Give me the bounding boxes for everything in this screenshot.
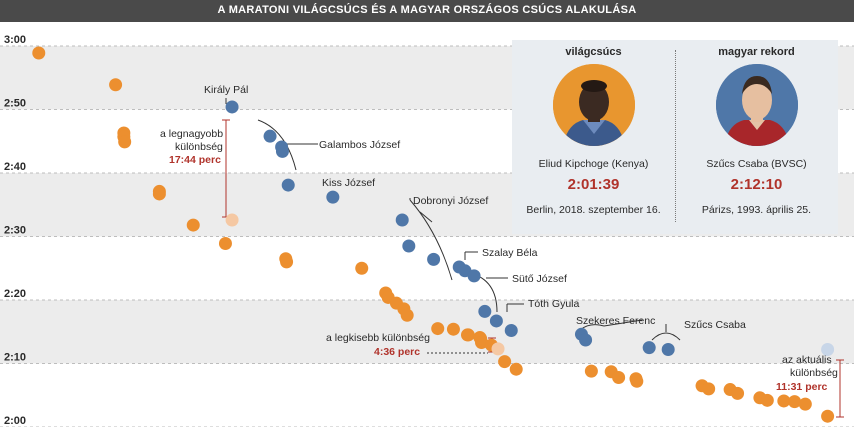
world-record-point bbox=[788, 395, 802, 409]
current-value: 11:31 perc bbox=[776, 381, 828, 393]
world-record-place: Berlin, 2018. szeptember 16. bbox=[526, 204, 661, 216]
label-dobronyi: Dobronyi József bbox=[413, 195, 488, 207]
chart-title: A MARATONI VILÁGCSÚCS ÉS A MAGYAR ORSZÁG… bbox=[217, 4, 637, 16]
highlight-point bbox=[821, 343, 835, 357]
smallest-value: 4:36 perc bbox=[374, 346, 420, 358]
y-tick-label: 2:50 bbox=[4, 98, 26, 110]
world-record-point bbox=[218, 236, 232, 250]
highlight-point bbox=[225, 213, 239, 227]
world-record-title: világcsúcs bbox=[565, 46, 622, 58]
hungarian-record-point bbox=[427, 252, 441, 266]
world-record-point bbox=[32, 46, 46, 60]
current-text-1: az aktuális bbox=[782, 354, 832, 366]
world-record-point bbox=[821, 409, 835, 423]
world-record-point bbox=[118, 135, 132, 149]
largest-text-1: a legnagyobb bbox=[160, 128, 223, 140]
y-tick-label: 2:20 bbox=[4, 288, 26, 300]
current-text-2: különbség bbox=[790, 367, 838, 379]
hungarian-record-point bbox=[489, 314, 503, 328]
hungarian-record-point bbox=[263, 129, 277, 143]
hungarian-record-point bbox=[225, 100, 239, 114]
hungarian-record-point bbox=[579, 333, 593, 347]
y-tick-label: 2:30 bbox=[4, 225, 26, 237]
label-galambos: Galambos József bbox=[319, 139, 400, 151]
record-cards: világcsúcs Eliud Kipchoge (Kenya) 2:01:3… bbox=[512, 40, 838, 234]
y-tick-label: 3:00 bbox=[4, 34, 26, 46]
smallest-text: a legkisebb különbség bbox=[326, 332, 430, 344]
kipchoge-avatar-icon bbox=[553, 64, 635, 146]
world-record-point bbox=[355, 261, 369, 275]
card-divider bbox=[675, 50, 676, 222]
data-points bbox=[32, 46, 835, 423]
y-axis-ticks: 3:00 2:50 2:40 2:30 2:20 2:10 2:00 bbox=[4, 34, 26, 427]
szucs-avatar-icon bbox=[716, 64, 798, 146]
hungarian-record-point bbox=[467, 269, 481, 283]
hungarian-record-place: Párizs, 1993. április 25. bbox=[701, 204, 812, 216]
world-record-point bbox=[280, 255, 294, 269]
y-tick-label: 2:10 bbox=[4, 352, 26, 364]
world-record-point bbox=[400, 308, 414, 322]
hungarian-record-point bbox=[275, 144, 289, 158]
hungarian-record-point bbox=[478, 304, 492, 318]
hungarian-record-card: magyar rekord Szűcs Csaba (BVSC) 2:12:10… bbox=[675, 40, 838, 234]
world-record-point bbox=[475, 336, 489, 350]
hungarian-record-time: 2:12:10 bbox=[730, 176, 783, 193]
grid-lines bbox=[0, 45, 854, 427]
hungarian-record-point bbox=[281, 178, 295, 192]
world-record-point bbox=[731, 386, 745, 400]
world-record-point bbox=[109, 78, 123, 92]
label-toth: Tóth Gyula bbox=[528, 298, 580, 310]
label-szekeres: Szekeres Ferenc bbox=[576, 315, 655, 327]
label-szalay: Szalay Béla bbox=[482, 247, 538, 259]
world-record-point bbox=[760, 393, 774, 407]
world-record-name: Eliud Kipchoge (Kenya) bbox=[538, 158, 649, 170]
label-suto: Sütő József bbox=[512, 273, 567, 285]
label-kiraly: Király Pál bbox=[204, 84, 248, 96]
header-bar: A MARATONI VILÁGCSÚCS ÉS A MAGYAR ORSZÁG… bbox=[0, 0, 854, 22]
world-record-card: világcsúcs Eliud Kipchoge (Kenya) 2:01:3… bbox=[512, 40, 675, 234]
world-record-point bbox=[431, 322, 445, 336]
hungarian-record-point bbox=[504, 323, 518, 337]
world-record-point bbox=[630, 374, 644, 388]
y-tick-label: 2:00 bbox=[4, 415, 26, 427]
label-kiss: Kiss József bbox=[322, 177, 375, 189]
world-record-point bbox=[777, 394, 791, 408]
world-record-point bbox=[186, 218, 200, 232]
annotation-lines bbox=[222, 98, 844, 418]
world-record-point bbox=[461, 328, 475, 342]
hungarian-record-title: magyar rekord bbox=[718, 46, 795, 58]
y-tick-label: 2:40 bbox=[4, 161, 26, 173]
world-record-point bbox=[509, 362, 523, 376]
hungarian-record-point bbox=[402, 239, 416, 253]
world-record-point bbox=[612, 370, 626, 384]
hungarian-record-point bbox=[395, 213, 409, 227]
hungarian-record-name: Szűcs Csaba (BVSC) bbox=[706, 158, 807, 170]
hungarian-record-point bbox=[326, 190, 340, 204]
highlight-point bbox=[491, 342, 505, 356]
world-record-point bbox=[446, 322, 460, 336]
world-record-point bbox=[798, 397, 812, 411]
world-record-point bbox=[152, 187, 166, 201]
world-record-point bbox=[702, 382, 716, 396]
world-record-point bbox=[498, 355, 512, 369]
label-szucs: Szűcs Csaba bbox=[684, 319, 746, 331]
annotation-texts: Király Pál Galambos József Kiss József D… bbox=[160, 84, 838, 393]
runner-portrait-icon bbox=[716, 64, 798, 146]
world-record-time: 2:01:39 bbox=[567, 176, 620, 193]
largest-text-2: különbség bbox=[175, 141, 223, 153]
largest-value: 17:44 perc bbox=[169, 154, 221, 166]
runner-portrait-icon bbox=[553, 64, 635, 146]
hungarian-record-point bbox=[661, 343, 675, 357]
hungarian-record-point bbox=[642, 341, 656, 355]
world-record-point bbox=[584, 364, 598, 378]
